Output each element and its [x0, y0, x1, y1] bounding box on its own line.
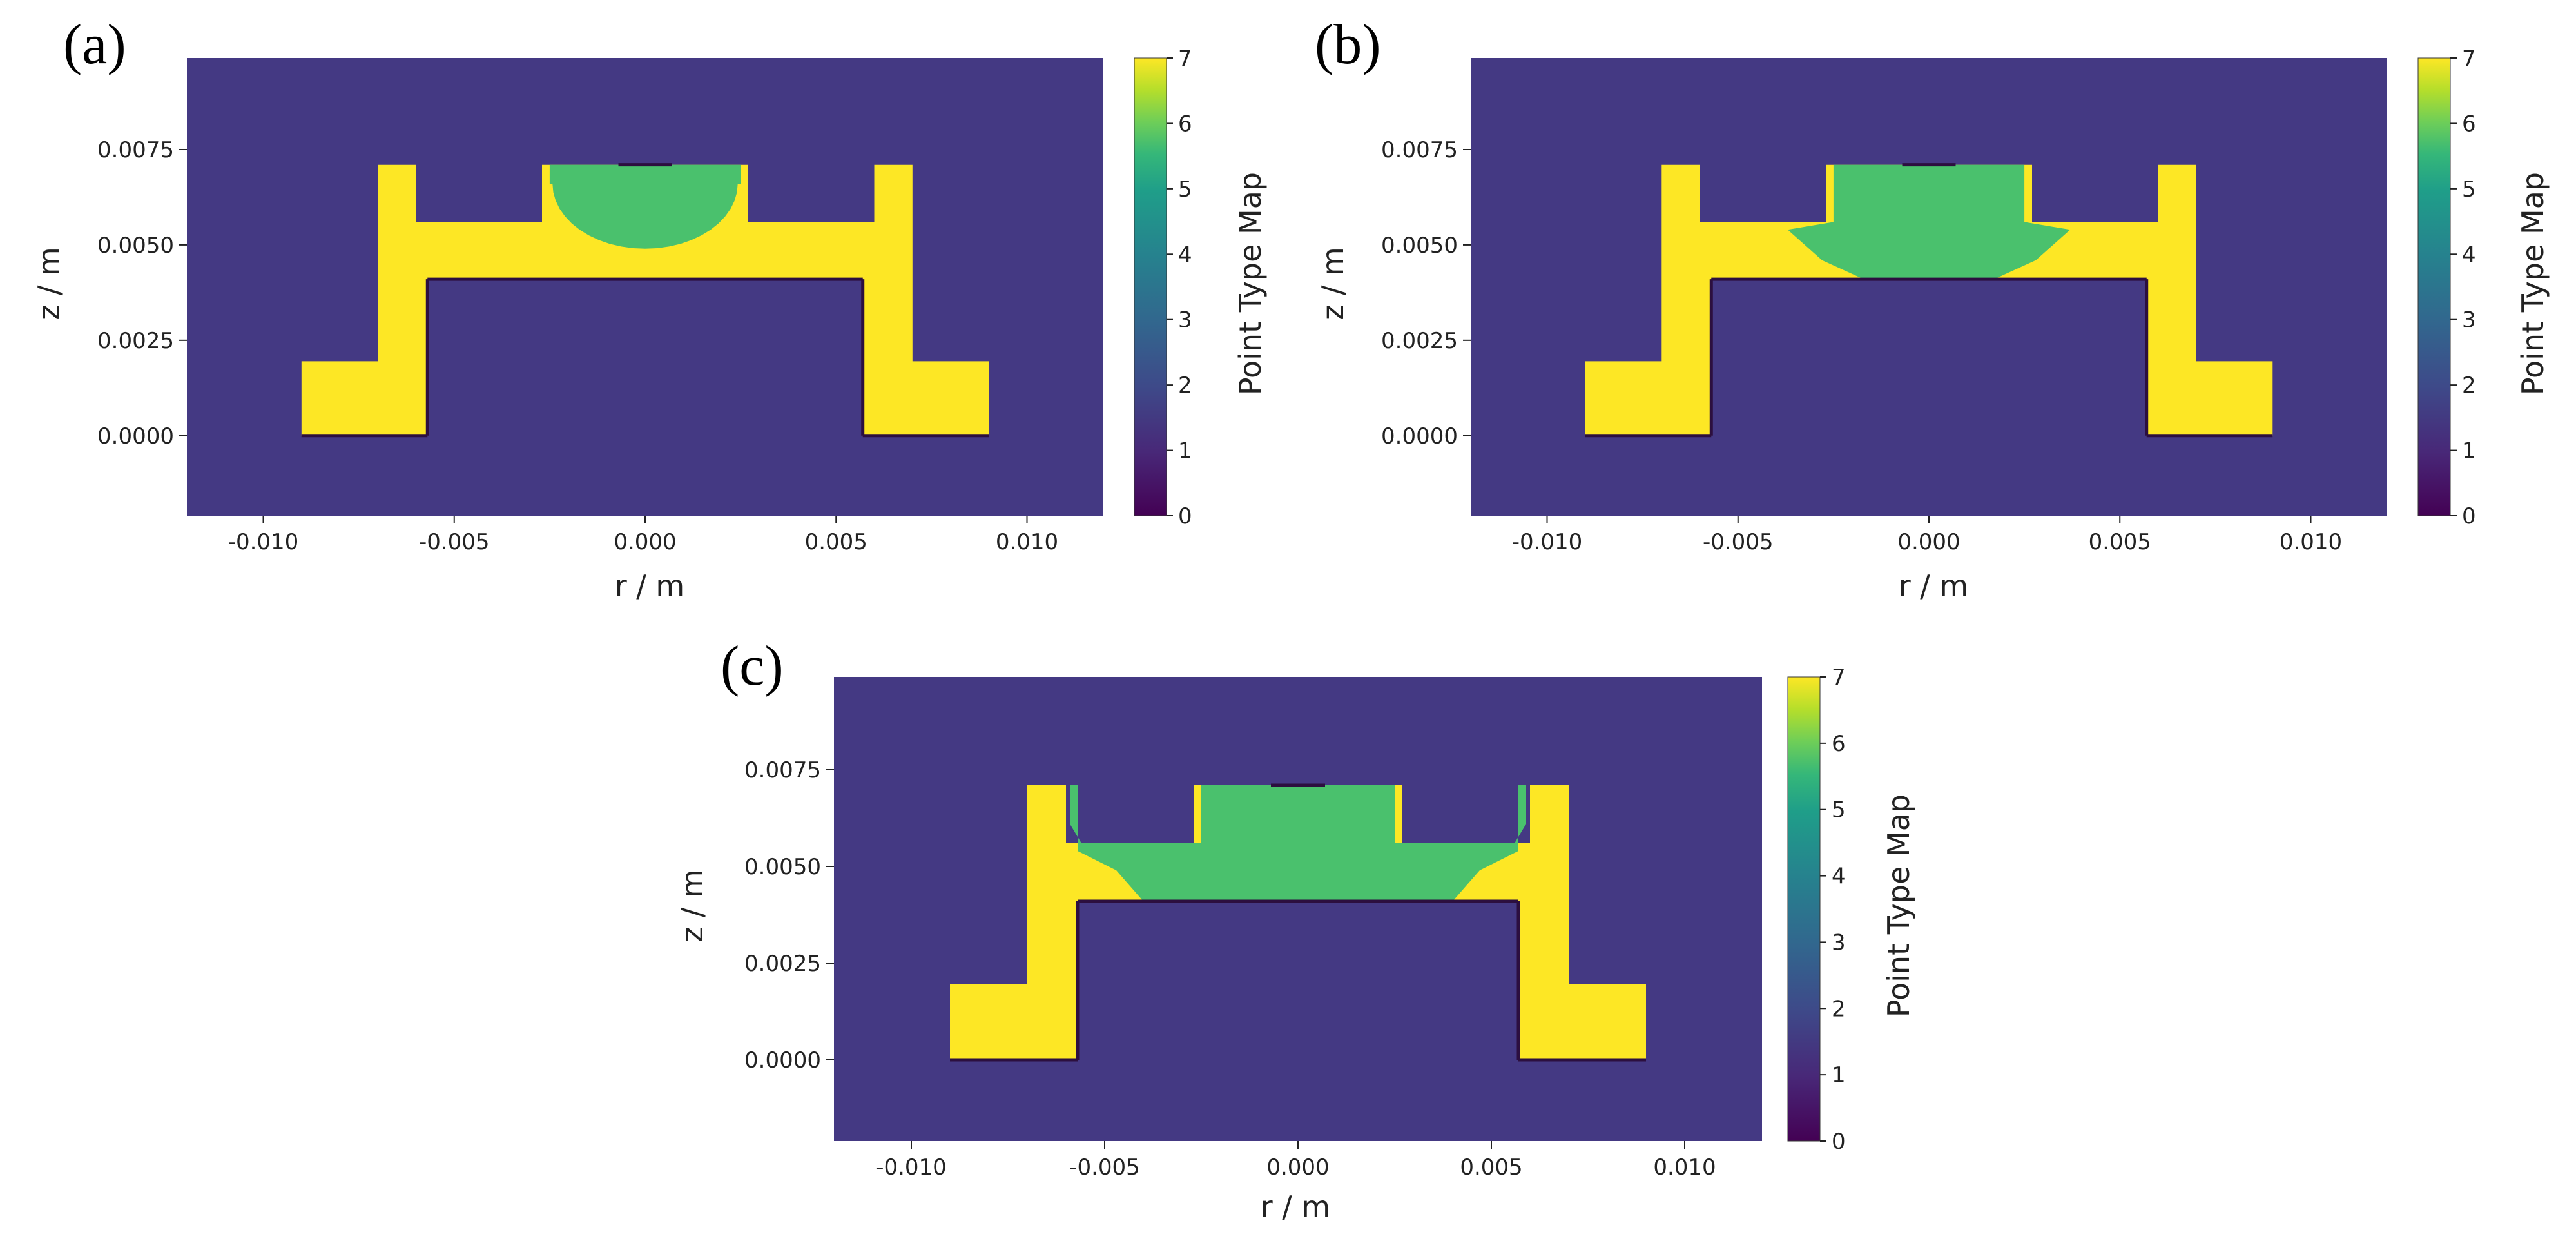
colorbar-tick-label: 3: [1178, 308, 1192, 333]
colorbar-tick-label: 7: [1832, 665, 1846, 690]
y-tick-label: 0.0025: [1381, 328, 1458, 354]
electrode-region: [301, 164, 989, 436]
colorbar-tick-label: 6: [1832, 731, 1846, 757]
colorbar: 0 1 2 3 4 5 6 7: [1134, 46, 1192, 529]
x-tick-label: 0.000: [614, 529, 676, 555]
panel-label: (a): [63, 14, 126, 76]
colorbar-tick-label: 6: [2462, 111, 2476, 137]
y-tick-label: 0.0025: [97, 328, 174, 354]
colorbar-tick-label: 5: [1178, 177, 1192, 202]
x-tick-label: 0.005: [1460, 1155, 1522, 1180]
y-tick-label: 0.0050: [1381, 233, 1458, 259]
colorbar-tick-label: 2: [1178, 373, 1192, 398]
panel-b: (b) -0.010 -0.005 0.000 0.005 0.010 0.00000.…: [1315, 14, 2550, 603]
colorbar-tick-label: 3: [1832, 930, 1846, 955]
y-axis: 0.0000 0.0025 0.0050 0.0075: [97, 137, 187, 449]
y-tick-label: 0.0075: [97, 137, 174, 163]
x-tick-label: -0.005: [1069, 1155, 1140, 1180]
y-tick-label: 0.0025: [744, 951, 821, 977]
x-tick-label: -0.005: [419, 529, 490, 555]
melt-pool-region: [1070, 785, 1526, 901]
colorbar: 0 1 2 3 4 5 6 7: [1787, 665, 1846, 1155]
colorbar-gradient: [1134, 57, 1167, 516]
colorbar-tick-label: 2: [2462, 373, 2476, 398]
x-tick-label: -0.005: [1703, 529, 1774, 555]
background-region: [834, 677, 1762, 1141]
colorbar-tick-label: 0: [1832, 1129, 1846, 1155]
y-tick-label: 0.0050: [97, 233, 174, 259]
y-axis-label: z / m: [675, 869, 710, 943]
colorbar-tick-label: 4: [1832, 864, 1846, 890]
colorbar-tick-label: 4: [2462, 242, 2476, 268]
y-axis: 0.0000 0.0025 0.0050 0.0075: [744, 757, 834, 1073]
colorbar-tick-label: 1: [1832, 1062, 1846, 1088]
colorbar-tick-label: 7: [2462, 46, 2476, 72]
y-tick-label: 0.0075: [744, 757, 821, 783]
panel-label: (c): [721, 635, 784, 698]
colorbar-tick-label: 5: [1832, 797, 1846, 823]
x-tick-label: 0.000: [1266, 1155, 1329, 1180]
x-axis: -0.010 -0.005 0.000 0.005 0.010: [228, 516, 1058, 555]
x-tick-label: -0.010: [876, 1155, 947, 1180]
colorbar-tick-label: 7: [1178, 46, 1192, 72]
y-tick-label: 0.0075: [1381, 137, 1458, 163]
colorbar-label: Point Type Map: [2515, 172, 2550, 395]
colorbar-tick-label: 4: [1178, 242, 1192, 268]
melt-pool-region: [1787, 164, 2071, 280]
electrode-region: [1585, 164, 2273, 436]
x-tick-label: -0.010: [228, 529, 299, 555]
colorbar-tick-label: 1: [1178, 438, 1192, 464]
colorbar-gradient: [1787, 676, 1821, 1142]
x-tick-label: -0.010: [1512, 529, 1583, 555]
heatmap-plot-area: [187, 58, 1103, 516]
melt-pool-region: [549, 164, 741, 249]
x-tick-label: 0.000: [1897, 529, 1960, 555]
colorbar-tick-label: 0: [2462, 503, 2476, 529]
y-tick-label: 0.0000: [1381, 424, 1458, 449]
colorbar-tick-label: 6: [1178, 111, 1192, 137]
y-tick-label: 0.0000: [97, 424, 174, 449]
colorbar-tick-label: 1: [2462, 438, 2476, 464]
background-region: [1471, 58, 2387, 516]
colorbar-tick-label: 0: [1178, 503, 1192, 529]
colorbar-gradient: [2417, 57, 2451, 516]
background-region: [187, 58, 1103, 516]
colorbar-tick-label: 3: [2462, 308, 2476, 333]
heatmap-plot-area: [1471, 58, 2387, 516]
colorbar: 0 1 2 3 4 5 6 7: [2417, 46, 2476, 529]
x-axis: -0.010 -0.005 0.000 0.005 0.010: [1512, 516, 2342, 555]
x-axis-label: r / m: [1899, 569, 1968, 603]
colorbar-label: Point Type Map: [1881, 794, 1916, 1017]
heatmap-plot-area: [834, 677, 1762, 1141]
colorbar-label: Point Type Map: [1233, 172, 1268, 395]
panel-a: (a) -0.010 -0.005 0.000 0.005 0.010 0.00000.…: [32, 14, 1268, 603]
y-axis-label: z / m: [32, 247, 66, 320]
x-tick-label: 0.010: [2280, 529, 2342, 555]
y-axis-label: z / m: [1315, 247, 1350, 320]
x-axis-label: r / m: [615, 569, 684, 603]
x-axis-label: r / m: [1261, 1189, 1330, 1224]
x-tick-label: 0.005: [805, 529, 867, 555]
colorbar-tick-label: 2: [1832, 996, 1846, 1022]
panel-label: (b): [1315, 14, 1381, 76]
x-tick-label: 0.010: [1653, 1155, 1716, 1180]
y-tick-label: 0.0050: [744, 854, 821, 880]
y-axis: 0.0000 0.0025 0.0050 0.0075: [1381, 137, 1471, 449]
y-tick-label: 0.0000: [744, 1048, 821, 1073]
x-axis: -0.010 -0.005 0.000 0.005 0.010: [876, 1141, 1716, 1180]
panel-c: (c) -0.010 -0.005 0.000 0.005 0.010 0.00000.…: [675, 635, 1916, 1224]
x-tick-label: 0.005: [2089, 529, 2151, 555]
colorbar-tick-label: 5: [2462, 177, 2476, 202]
x-tick-label: 0.010: [996, 529, 1058, 555]
